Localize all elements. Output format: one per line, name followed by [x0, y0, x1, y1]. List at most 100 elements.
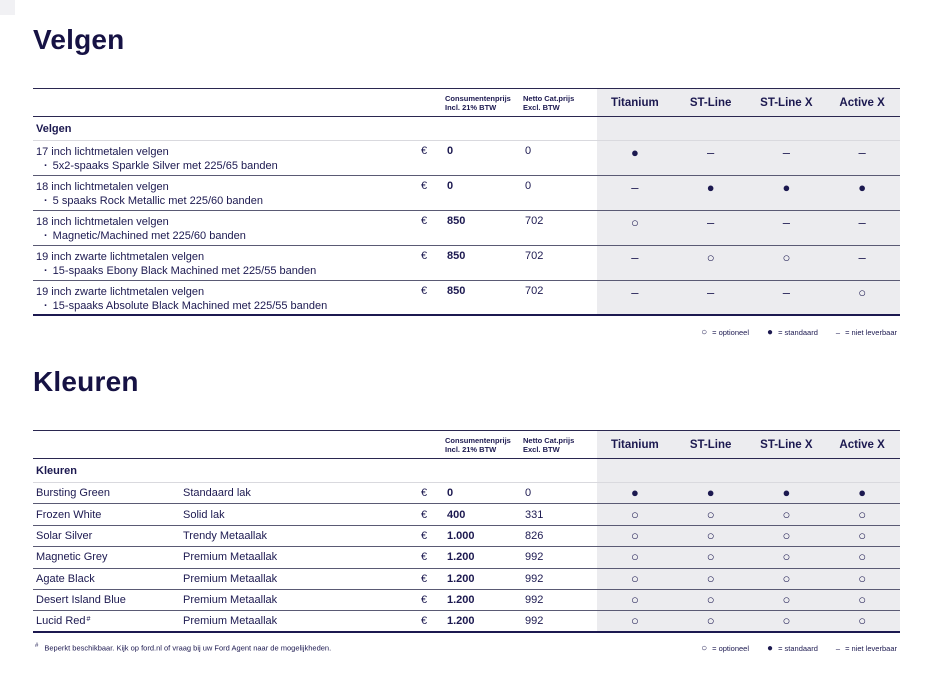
- bullet-icon: ·: [44, 265, 48, 277]
- header-spacer: [418, 89, 445, 116]
- trim-header-st-line: ST-Line: [672, 89, 749, 116]
- velgen-group-label: Velgen: [36, 122, 72, 135]
- legend-velgen: ○ = optioneel ● = standaard – = niet lev…: [701, 327, 897, 338]
- consumer-price: 0: [447, 145, 454, 157]
- netto-price: 0: [525, 180, 532, 192]
- kleuren-table-header: Consumentenprijs Incl. 21% BTW Netto Cat…: [33, 430, 900, 459]
- table-row: Desert Island Blue Premium Metaallak € 1…: [33, 589, 900, 612]
- availability-symbol: ●: [748, 176, 825, 210]
- availability-symbol: ○: [597, 211, 673, 245]
- availability-symbol: ○: [824, 568, 900, 589]
- paint-type: Standaard lak: [183, 487, 251, 500]
- option-title: 19 inch zwarte lichtmetalen velgen: [36, 286, 205, 298]
- availability-symbol: ○: [597, 525, 673, 547]
- availability-symbol: ○: [748, 525, 825, 547]
- availability-symbol: ○: [748, 611, 825, 631]
- option-title: 18 inch lichtmetalen velgen: [36, 181, 169, 193]
- availability-symbol: ○: [824, 525, 900, 547]
- table-row: Bursting Green Standaard lak € 0 0 ● ● ●…: [33, 483, 900, 505]
- netto-price: 992: [525, 615, 544, 628]
- netto-price: 826: [525, 529, 544, 542]
- legend-kleuren: ○ = optioneel ● = standaard – = niet lev…: [701, 643, 897, 654]
- euro-sign: €: [421, 215, 428, 227]
- availability-symbol: –: [748, 141, 825, 175]
- availability-symbol: ○: [597, 547, 673, 568]
- netto-price: 992: [525, 594, 544, 607]
- availability-symbol: ○: [672, 589, 749, 611]
- header-spacer: [33, 89, 418, 116]
- color-name: Frozen White: [33, 504, 180, 524]
- euro-sign: €: [421, 487, 428, 500]
- consumer-price: 850: [447, 285, 466, 297]
- kleuren-group-label: Kleuren: [36, 464, 77, 477]
- legend-standard-label: = standaard: [778, 328, 818, 337]
- option-subtitle-text: 15-spaaks Ebony Black Machined met 225/5…: [52, 265, 317, 277]
- bullet-icon: ·: [44, 160, 48, 172]
- table-row: 18 inch lichtmetalen velgen · 5 spaaks Ro…: [33, 176, 900, 211]
- availability-symbol: ○: [748, 589, 825, 611]
- consumer-price-header-line1: Consumentenprijs: [445, 93, 511, 103]
- option-subtitle-text: 15-spaaks Absolute Black Machined met 22…: [52, 300, 328, 312]
- availability-symbol: ○: [824, 547, 900, 568]
- color-name-text: Solar Silver: [36, 529, 93, 542]
- velgen-section-title: Velgen: [33, 24, 125, 55]
- option-description: 19 inch zwarte lichtmetalen velgen · 15-s…: [33, 281, 418, 314]
- standard-dot-icon: ●: [767, 643, 774, 654]
- netto-price-header: Netto Cat.prijs Excl. BTW: [523, 89, 597, 116]
- option-title: 18 inch lichtmetalen velgen: [36, 216, 169, 228]
- availability-symbol: –: [824, 246, 900, 280]
- na-dash-icon: –: [835, 644, 841, 653]
- netto-price-header-line2: Excl. BTW: [523, 444, 560, 454]
- availability-symbol: ○: [748, 547, 825, 568]
- bullet-icon: ·: [44, 300, 48, 312]
- netto-price: 992: [525, 551, 544, 564]
- color-name: Solar Silver: [33, 526, 180, 546]
- option-title: 19 inch zwarte lichtmetalen velgen: [36, 251, 205, 263]
- netto-price: 331: [525, 508, 544, 521]
- availability-symbol: ○: [597, 611, 673, 631]
- color-name: Lucid Red #: [33, 611, 180, 630]
- footnote: # Beperkt beschikbaar. Kijk op ford.nl of…: [35, 643, 331, 653]
- trim-header-titanium: Titanium: [597, 89, 673, 116]
- consumer-price-header-line1: Consumentenprijs: [445, 435, 511, 445]
- euro-sign: €: [421, 250, 428, 262]
- velgen-group-row: Velgen: [33, 117, 900, 141]
- paint-type: Trendy Metaallak: [183, 529, 267, 542]
- standard-dot-icon: ●: [767, 327, 774, 338]
- footnote-marker: #: [86, 615, 91, 623]
- euro-sign: €: [421, 145, 428, 157]
- availability-symbol: ○: [672, 611, 749, 631]
- color-name: Bursting Green: [33, 483, 180, 503]
- legend-standard-label: = standaard: [778, 644, 818, 653]
- velgen-table: Consumentenprijs Incl. 21% BTW Netto Cat…: [33, 88, 900, 316]
- netto-price: 0: [525, 487, 532, 500]
- euro-sign: €: [421, 285, 428, 297]
- option-subtitle: · 15-spaaks Absolute Black Machined met 2…: [36, 299, 418, 314]
- consumer-price-header-line2: Incl. 21% BTW: [445, 102, 497, 112]
- paint-type: Premium Metaallak: [183, 594, 278, 607]
- trim-header-st-line-x: ST-Line X: [748, 89, 825, 116]
- na-dash-icon: –: [835, 328, 841, 337]
- optional-circle-icon: ○: [701, 327, 708, 338]
- header-spacer: [418, 431, 445, 458]
- availability-symbol: –: [824, 211, 900, 245]
- option-subtitle: · 5 spaaks Rock Metallic met 225/60 bande…: [36, 194, 418, 209]
- paint-type: Premium Metaallak: [183, 615, 278, 628]
- netto-price-header: Netto Cat.prijs Excl. BTW: [523, 431, 597, 458]
- availability-symbol: ○: [672, 246, 749, 280]
- consumer-price: 0: [447, 487, 454, 500]
- table-row: 19 inch zwarte lichtmetalen velgen · 15-s…: [33, 246, 900, 281]
- optional-circle-icon: ○: [701, 643, 708, 654]
- netto-price: 702: [525, 285, 544, 297]
- netto-price-header-line1: Netto Cat.prijs: [523, 435, 575, 445]
- availability-symbol: ○: [597, 504, 673, 525]
- availability-symbol: ○: [672, 504, 749, 525]
- availability-symbol: ○: [672, 568, 749, 589]
- table-row: 19 inch zwarte lichtmetalen velgen · 15-s…: [33, 281, 900, 316]
- availability-symbol: ○: [672, 547, 749, 568]
- availability-symbol: ○: [824, 504, 900, 525]
- netto-price: 702: [525, 215, 544, 227]
- availability-symbol: –: [748, 211, 825, 245]
- availability-symbol: –: [672, 141, 749, 175]
- trim-header-titanium: Titanium: [597, 431, 673, 458]
